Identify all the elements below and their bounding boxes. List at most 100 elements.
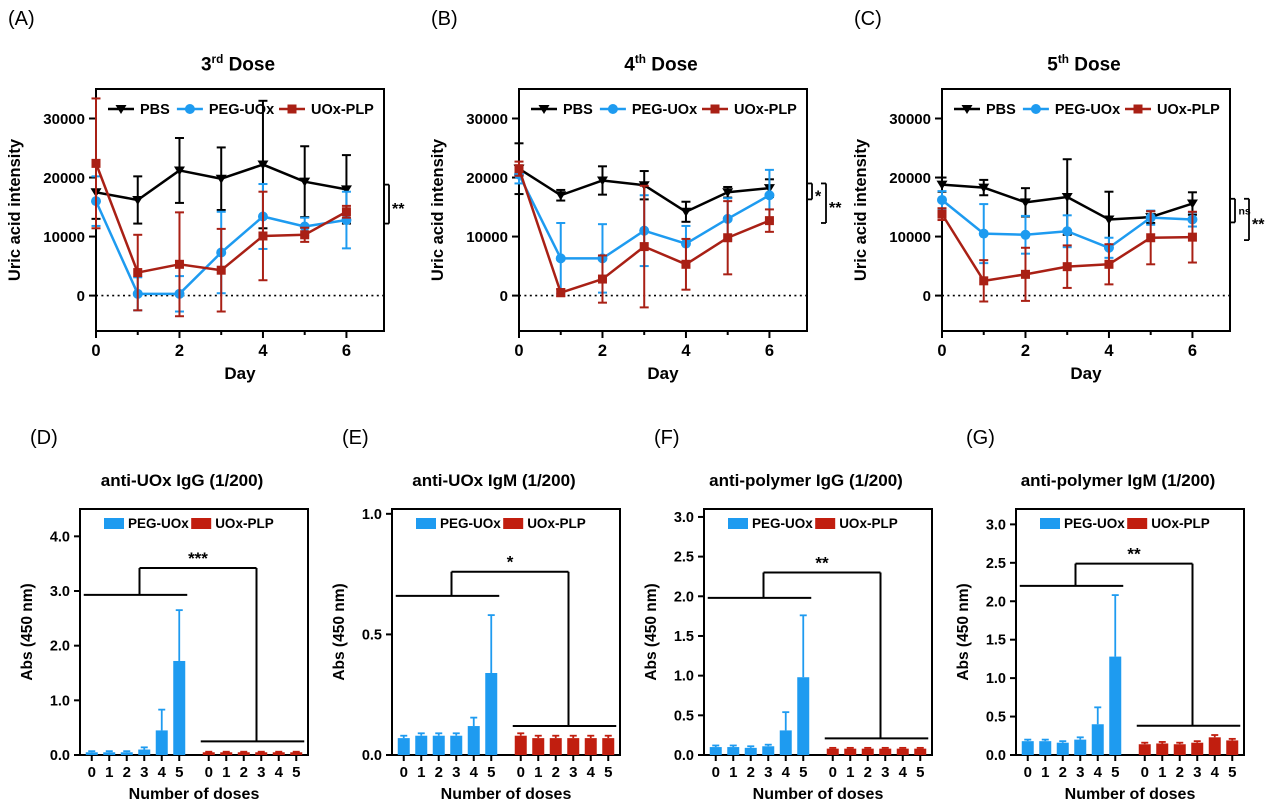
svg-text:6: 6 <box>1188 342 1197 360</box>
svg-text:4: 4 <box>681 342 691 360</box>
svg-text:0: 0 <box>1024 764 1032 781</box>
svg-text:3: 3 <box>764 764 772 781</box>
svg-text:Abs (450 nm): Abs (450 nm) <box>643 584 660 681</box>
panel-letter-d: (D) <box>30 427 58 450</box>
svg-text:Number of doses: Number of doses <box>441 786 572 803</box>
svg-text:ns: ns <box>1239 206 1251 218</box>
svg-text:0: 0 <box>91 342 100 360</box>
svg-text:2: 2 <box>123 764 131 781</box>
svg-text:Number of doses: Number of doses <box>1065 786 1196 803</box>
svg-text:**: ** <box>392 201 405 218</box>
svg-text:2: 2 <box>1021 342 1030 360</box>
svg-text:4: 4 <box>258 342 268 360</box>
svg-text:2.5: 2.5 <box>986 556 1006 572</box>
svg-text:1.0: 1.0 <box>50 694 70 710</box>
svg-text:10000: 10000 <box>889 229 931 246</box>
svg-text:10000: 10000 <box>43 229 85 246</box>
svg-text:1: 1 <box>846 764 854 781</box>
panel-title-b: 4th Dose <box>515 48 807 77</box>
svg-text:3: 3 <box>1076 764 1084 781</box>
svg-text:2.0: 2.0 <box>674 590 694 606</box>
panel-title-g: anti-polymer IgM (1/200) <box>1020 471 1216 491</box>
svg-text:0: 0 <box>829 764 837 781</box>
svg-text:1: 1 <box>1158 764 1166 781</box>
panel-b: (B) 4th Dose 0 10000 20000 30000 0 2 4 6 Uric ac… <box>423 6 846 383</box>
svg-text:6: 6 <box>342 342 351 360</box>
svg-text:0: 0 <box>77 288 85 305</box>
svg-text:4: 4 <box>899 764 908 781</box>
svg-text:5: 5 <box>604 764 612 781</box>
panel-title-f: anti-polymer IgG (1/200) <box>709 471 903 491</box>
svg-text:PEG-UOx: PEG-UOx <box>632 102 697 118</box>
svg-text:4: 4 <box>587 764 596 781</box>
svg-text:30000: 30000 <box>889 111 931 128</box>
panel-letter-b: (B) <box>431 8 458 30</box>
svg-text:UOx-PLP: UOx-PLP <box>1151 516 1210 531</box>
svg-text:3: 3 <box>569 764 577 781</box>
svg-text:3.0: 3.0 <box>50 584 70 600</box>
svg-text:2.0: 2.0 <box>50 639 70 655</box>
svg-text:1.5: 1.5 <box>986 633 1006 649</box>
svg-text:UOx-PLP: UOx-PLP <box>734 102 797 118</box>
svg-text:**: ** <box>829 201 842 218</box>
svg-text:1: 1 <box>105 764 113 781</box>
svg-text:**: ** <box>1252 217 1265 234</box>
svg-text:*: * <box>815 189 822 206</box>
svg-text:1.5: 1.5 <box>674 629 694 645</box>
svg-text:2: 2 <box>1176 764 1184 781</box>
svg-text:1: 1 <box>534 764 542 781</box>
svg-text:0.0: 0.0 <box>986 748 1006 764</box>
panel-letter-g: (G) <box>966 427 995 450</box>
svg-text:3: 3 <box>140 764 148 781</box>
svg-text:PEG-UOx: PEG-UOx <box>752 516 813 531</box>
svg-text:4: 4 <box>1094 764 1103 781</box>
title-text: Dose <box>1068 54 1121 76</box>
svg-text:PEG-UOx: PEG-UOx <box>128 516 189 531</box>
svg-text:PEG-UOx: PEG-UOx <box>1064 516 1125 531</box>
panel-title-c: 5th Dose <box>938 48 1230 77</box>
svg-text:30000: 30000 <box>466 111 508 128</box>
svg-text:10000: 10000 <box>466 229 508 246</box>
svg-text:5: 5 <box>292 764 300 781</box>
svg-text:Number of doses: Number of doses <box>129 786 260 803</box>
svg-text:2: 2 <box>864 764 872 781</box>
panel-letter-c: (C) <box>854 8 882 30</box>
svg-text:Day: Day <box>647 364 679 383</box>
svg-text:5: 5 <box>175 764 183 781</box>
svg-text:5: 5 <box>1228 764 1236 781</box>
svg-text:3: 3 <box>257 764 265 781</box>
svg-text:0.5: 0.5 <box>986 710 1006 726</box>
panel-title-d: anti-UOx IgG (1/200) <box>100 471 264 491</box>
svg-text:4: 4 <box>275 764 284 781</box>
title-superscript: th <box>634 53 646 66</box>
svg-text:0: 0 <box>712 764 720 781</box>
panel-g: (G) anti-polymer IgM (1/200) 0.0 0.5 1.0 1.… <box>946 425 1258 807</box>
svg-text:**: ** <box>1127 545 1141 564</box>
svg-text:0.5: 0.5 <box>674 709 694 725</box>
svg-text:***: *** <box>188 549 208 568</box>
svg-text:0: 0 <box>205 764 213 781</box>
svg-text:4: 4 <box>470 764 479 781</box>
uric-acid-chart-5th-dose: 0 10000 20000 30000 0 2 4 6 Uric acid intensity D… <box>852 88 1265 383</box>
svg-text:0: 0 <box>923 288 931 305</box>
svg-text:5: 5 <box>1111 764 1119 781</box>
svg-text:20000: 20000 <box>466 170 508 187</box>
title-text: Dose <box>645 54 698 76</box>
svg-text:PEG-UOx: PEG-UOx <box>1055 102 1120 118</box>
svg-text:1.0: 1.0 <box>362 507 382 523</box>
panel-e: (E) anti-UOx IgM (1/200) 0.0 0.5 1.0 0 1 2 3 4 5… <box>322 425 634 807</box>
svg-text:UOx-PLP: UOx-PLP <box>1157 102 1220 118</box>
uric-acid-chart-3rd-dose: 0 10000 20000 30000 0 2 4 6 Uric acid intensity D… <box>6 88 405 383</box>
svg-text:0: 0 <box>1141 764 1149 781</box>
svg-text:UOx-PLP: UOx-PLP <box>839 516 898 531</box>
svg-text:4: 4 <box>158 764 167 781</box>
svg-text:Day: Day <box>1070 364 1102 383</box>
svg-text:PEG-UOx: PEG-UOx <box>209 102 274 118</box>
svg-text:2: 2 <box>175 342 184 360</box>
svg-text:2: 2 <box>240 764 248 781</box>
svg-text:Abs (450 nm): Abs (450 nm) <box>19 584 36 681</box>
svg-text:*: * <box>507 553 514 572</box>
svg-text:0.0: 0.0 <box>362 748 382 764</box>
svg-text:UOx-PLP: UOx-PLP <box>215 516 274 531</box>
